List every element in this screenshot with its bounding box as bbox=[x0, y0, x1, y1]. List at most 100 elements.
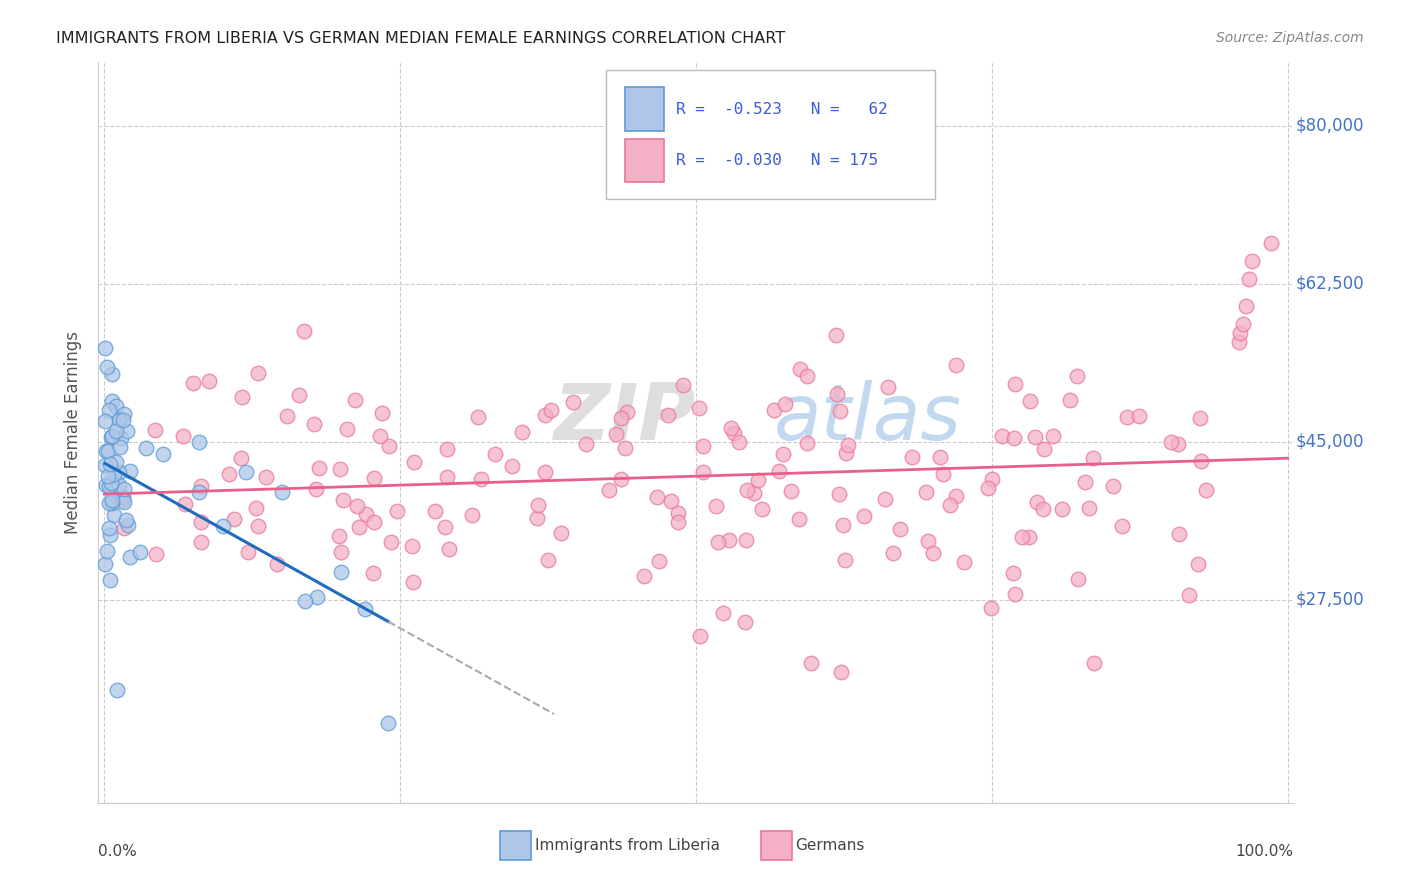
Point bbox=[246, 518, 269, 533]
Point bbox=[616, 405, 638, 419]
Point bbox=[1187, 557, 1209, 571]
Point bbox=[526, 511, 548, 525]
Point bbox=[330, 566, 353, 580]
Point bbox=[94, 557, 117, 571]
Point bbox=[246, 366, 269, 380]
Point bbox=[104, 455, 127, 469]
Point bbox=[101, 394, 124, 409]
Point bbox=[787, 511, 810, 525]
Point bbox=[117, 517, 139, 532]
Y-axis label: Median Female Earnings: Median Female Earnings bbox=[65, 331, 83, 534]
Point bbox=[436, 470, 458, 484]
Point bbox=[1227, 335, 1250, 350]
Point bbox=[105, 682, 128, 697]
Point bbox=[1232, 318, 1254, 332]
Point bbox=[534, 408, 557, 422]
Point bbox=[692, 438, 714, 452]
Point bbox=[780, 484, 803, 499]
Point bbox=[401, 539, 423, 553]
Point bbox=[742, 486, 765, 500]
Point bbox=[229, 450, 252, 465]
Point bbox=[711, 606, 734, 620]
Point bbox=[235, 465, 257, 479]
Point bbox=[648, 554, 671, 568]
Point bbox=[828, 487, 851, 501]
Point bbox=[1050, 501, 1073, 516]
Point bbox=[104, 400, 127, 414]
FancyBboxPatch shape bbox=[626, 138, 664, 182]
Point bbox=[94, 478, 117, 492]
Point bbox=[218, 467, 240, 481]
Point bbox=[354, 508, 377, 522]
Point bbox=[115, 513, 138, 527]
Point bbox=[98, 528, 121, 542]
Point bbox=[633, 569, 655, 583]
Point bbox=[1241, 254, 1264, 268]
Point bbox=[990, 429, 1012, 443]
Point bbox=[190, 515, 212, 529]
Point bbox=[1066, 368, 1088, 383]
Point bbox=[363, 566, 385, 580]
Point bbox=[1128, 409, 1150, 424]
Point bbox=[1189, 454, 1212, 468]
Point bbox=[329, 462, 352, 476]
Point bbox=[768, 464, 790, 478]
Point bbox=[368, 428, 391, 442]
Point bbox=[735, 483, 758, 497]
Point bbox=[707, 535, 730, 549]
Point bbox=[1001, 566, 1024, 580]
Point bbox=[762, 403, 785, 417]
Point bbox=[1178, 588, 1201, 602]
Point bbox=[1260, 235, 1282, 250]
Point bbox=[796, 436, 818, 450]
Point bbox=[188, 434, 211, 449]
Text: 100.0%: 100.0% bbox=[1236, 844, 1294, 858]
Point bbox=[128, 545, 150, 559]
Point bbox=[266, 557, 288, 571]
Point bbox=[723, 426, 745, 441]
Point bbox=[734, 615, 756, 630]
Point bbox=[938, 498, 960, 512]
Point bbox=[190, 479, 212, 493]
Point bbox=[1111, 519, 1133, 533]
Point bbox=[353, 601, 375, 615]
Point bbox=[672, 377, 695, 392]
Point bbox=[1194, 483, 1216, 498]
Point bbox=[231, 390, 253, 404]
Point bbox=[1002, 431, 1025, 445]
Text: $80,000: $80,000 bbox=[1296, 117, 1364, 135]
Point bbox=[977, 481, 1000, 495]
Point bbox=[433, 520, 456, 534]
Point bbox=[101, 493, 124, 508]
Point bbox=[1083, 450, 1105, 465]
Point bbox=[107, 478, 129, 492]
Point bbox=[1019, 393, 1042, 408]
Point bbox=[915, 484, 938, 499]
Point bbox=[308, 460, 330, 475]
Point bbox=[837, 437, 859, 451]
Point bbox=[97, 402, 120, 417]
Point bbox=[835, 446, 858, 460]
Point bbox=[877, 380, 900, 394]
Point bbox=[689, 629, 711, 643]
Point bbox=[378, 439, 401, 453]
Point bbox=[537, 553, 560, 567]
Point bbox=[692, 466, 714, 480]
Point bbox=[609, 472, 631, 486]
Point bbox=[796, 368, 818, 383]
Point bbox=[800, 656, 823, 670]
Point bbox=[1160, 434, 1182, 449]
Point bbox=[94, 458, 117, 473]
Point bbox=[1234, 299, 1257, 313]
Point bbox=[932, 467, 955, 481]
Point bbox=[108, 465, 131, 479]
Point bbox=[101, 367, 124, 381]
Point bbox=[108, 413, 131, 427]
Point bbox=[328, 529, 350, 543]
Point bbox=[97, 521, 120, 535]
Point bbox=[1237, 272, 1260, 286]
FancyBboxPatch shape bbox=[606, 70, 935, 200]
Point bbox=[1033, 442, 1056, 457]
Point bbox=[294, 593, 316, 607]
Point bbox=[380, 535, 402, 549]
